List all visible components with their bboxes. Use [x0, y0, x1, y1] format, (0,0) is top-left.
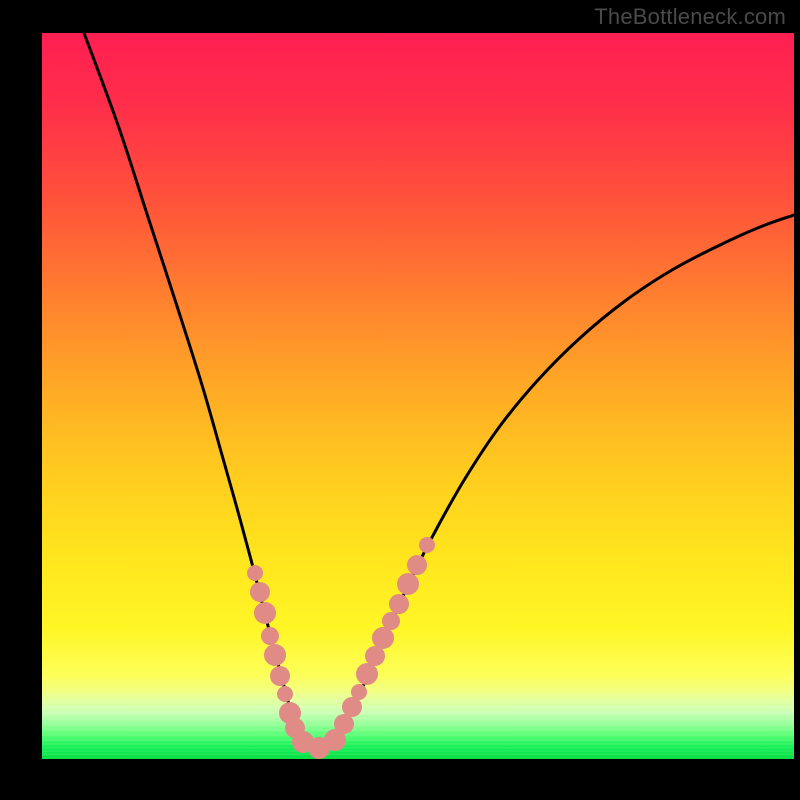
chart-root: TheBottleneck.com — [0, 0, 800, 800]
data-dot — [254, 602, 276, 624]
data-dot — [389, 594, 409, 614]
bottleneck-chart — [0, 0, 800, 800]
data-dot — [270, 666, 290, 686]
data-dot — [419, 537, 435, 553]
data-dot — [334, 714, 354, 734]
data-dot — [351, 684, 367, 700]
data-dot — [261, 627, 279, 645]
plot-gradient-area — [42, 33, 794, 759]
data-dot — [382, 612, 400, 630]
watermark-text: TheBottleneck.com — [594, 4, 786, 30]
data-dot — [247, 565, 263, 581]
data-dot — [365, 646, 385, 666]
data-dot — [397, 573, 419, 595]
data-dot — [277, 686, 293, 702]
data-dot — [250, 582, 270, 602]
data-dot — [372, 627, 394, 649]
data-dot — [407, 555, 427, 575]
data-dot — [264, 644, 286, 666]
data-dot — [356, 663, 378, 685]
